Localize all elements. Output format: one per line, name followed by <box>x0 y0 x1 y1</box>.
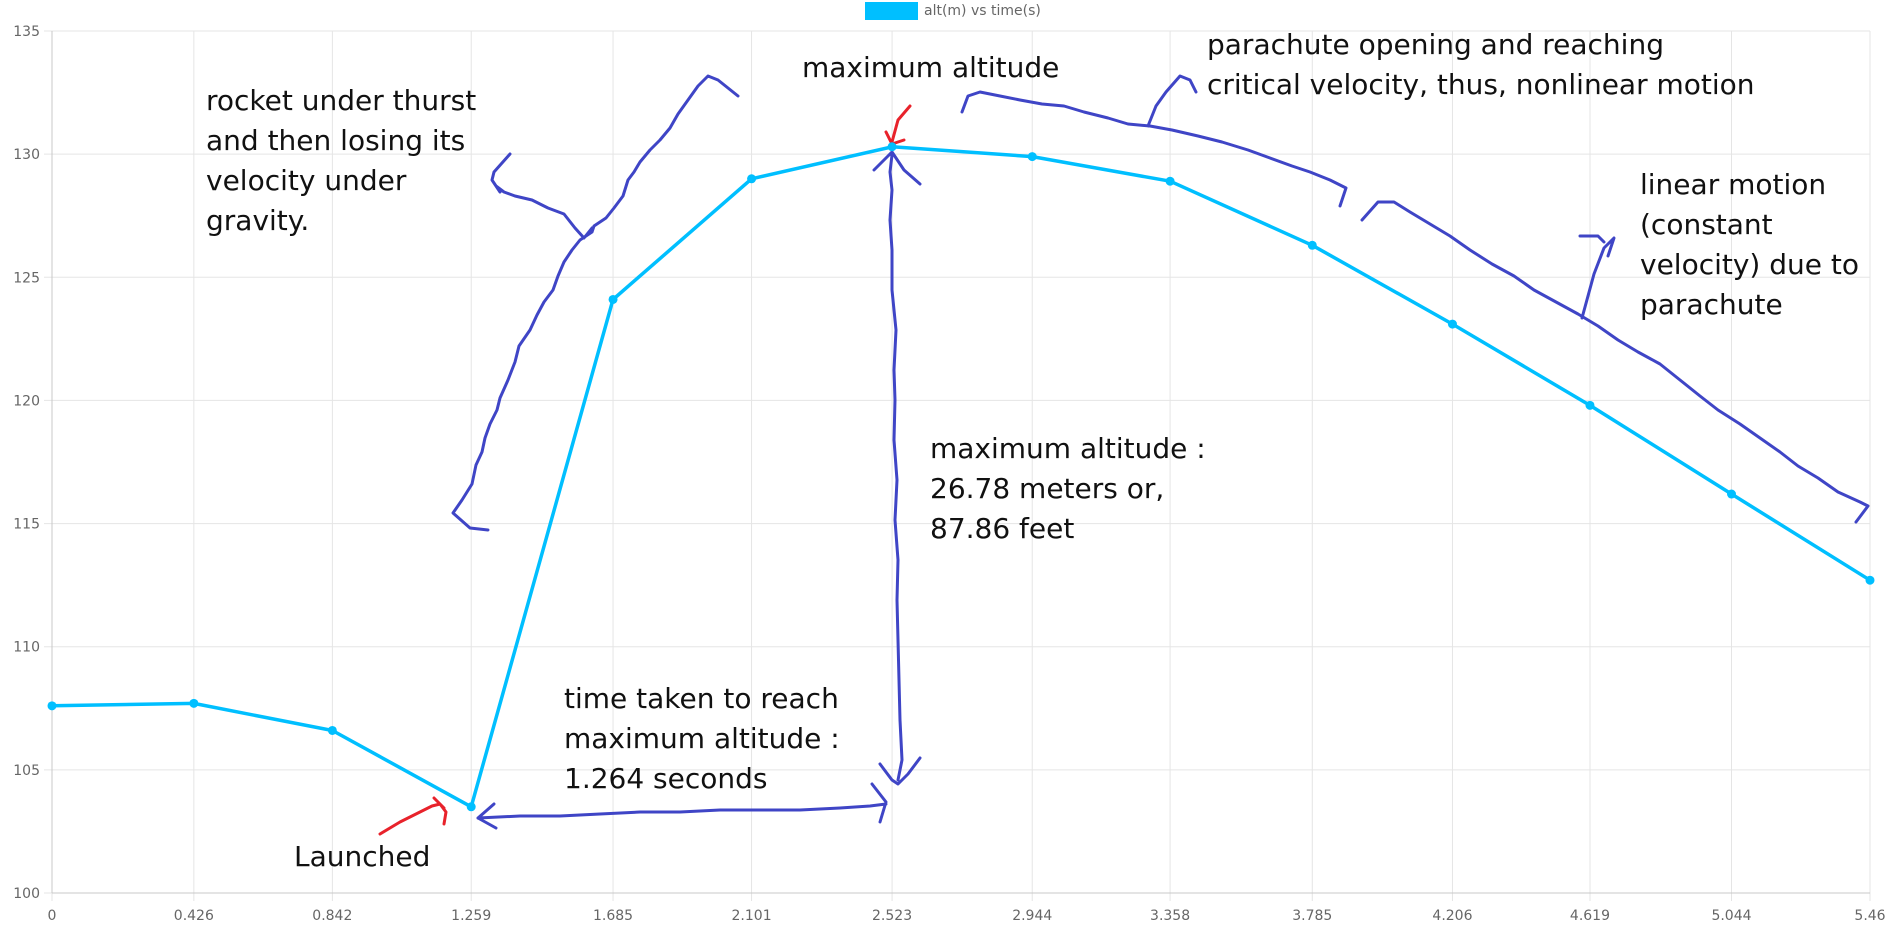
data-point[interactable] <box>327 725 337 735</box>
annotation-linear: linear motion (constant velocity) due to… <box>1640 168 1868 321</box>
annotation-altitude-value-line: 26.78 meters or, <box>930 472 1164 505</box>
x-tick-label: 3.785 <box>1292 908 1332 924</box>
x-tick-label: 2.101 <box>732 908 772 924</box>
annotation-thrust-line: and then losing its <box>206 124 465 157</box>
annotation-linear-line: linear motion <box>1640 168 1826 201</box>
series-points <box>47 142 1875 812</box>
y-tick-label: 110 <box>13 640 40 656</box>
annotation-parachute-line: critical velocity, thus, nonlinear motio… <box>1207 68 1755 101</box>
series <box>51 145 1871 809</box>
annotation-time-line: maximum altitude : <box>564 722 840 755</box>
time-horizontal-arrow <box>476 782 888 830</box>
x-tick-label: 1.685 <box>593 908 633 924</box>
annotation-parachute-line: parachute opening and reaching <box>1207 28 1664 61</box>
annotation-linear-line: parachute <box>1640 288 1783 321</box>
annotation-linear-line: velocity) due to <box>1640 248 1859 281</box>
y-tick-label: 105 <box>13 763 40 779</box>
data-point[interactable] <box>189 698 199 708</box>
x-tick-label: 2.944 <box>1012 908 1052 924</box>
annotation-max-altitude: maximum altitude <box>802 51 1059 84</box>
annotation-thrust-line: velocity under <box>206 164 407 197</box>
max-altitude-red-arrow <box>884 104 912 146</box>
x-tick-label: 1.259 <box>451 908 491 924</box>
linear-bracket <box>1360 200 1870 524</box>
data-point[interactable] <box>466 802 476 812</box>
x-tick-label: 5.46 <box>1854 908 1885 924</box>
annotation-time-line: time taken to reach <box>564 682 839 715</box>
annotation-time-to-max: time taken to reach maximum altitude : 1… <box>564 682 849 795</box>
data-point[interactable] <box>1585 400 1595 410</box>
axes: 100 105 110 115 120 125 130 135 0 0.426 0.842 1.259… <box>13 24 1885 924</box>
annotation-launched: Launched <box>294 840 430 873</box>
annotations: rocket under thurst and then losing its … <box>206 28 1868 873</box>
thrust-bracket <box>451 74 740 532</box>
annotation-thrust: rocket under thurst and then losing its … <box>206 84 485 237</box>
max-altitude-vertical-arrow <box>872 150 922 786</box>
legend-swatch <box>865 2 918 20</box>
annotation-linear-line: (constant <box>1640 208 1773 241</box>
thrust-pointer <box>490 152 594 240</box>
annotation-time-line: 1.264 seconds <box>564 762 768 795</box>
x-tick-label: 0.426 <box>174 908 214 924</box>
x-tick-label: 4.619 <box>1570 908 1610 924</box>
annotation-altitude-value-line: 87.86 feet <box>930 512 1074 545</box>
series-line <box>51 145 1871 809</box>
x-tick-label: 0.842 <box>312 908 352 924</box>
x-tick-label: 4.206 <box>1432 908 1472 924</box>
y-tick-label: 135 <box>13 24 40 40</box>
annotation-thrust-line: gravity. <box>206 204 309 237</box>
data-point[interactable] <box>887 142 897 152</box>
parachute-bracket <box>960 74 1348 208</box>
ink-annotations <box>378 74 1870 836</box>
legend-label: alt(m) vs time(s) <box>924 3 1041 19</box>
y-tick-label: 120 <box>13 393 40 409</box>
x-tick-label: 5.044 <box>1711 908 1751 924</box>
annotation-altitude-value: maximum altitude : 26.78 meters or, 87.8… <box>930 432 1215 545</box>
data-point[interactable] <box>1307 240 1317 250</box>
data-point[interactable] <box>608 294 618 304</box>
data-point[interactable] <box>1447 319 1457 329</box>
y-tick-label: 130 <box>13 147 40 163</box>
data-point[interactable] <box>747 174 757 184</box>
launched-red-arrow <box>378 796 448 836</box>
annotation-parachute: parachute opening and reaching critical … <box>1207 28 1755 101</box>
data-point[interactable] <box>47 701 57 711</box>
y-tick-label: 115 <box>13 517 40 533</box>
y-tick-label: 125 <box>13 270 40 286</box>
annotation-altitude-value-line: maximum altitude : <box>930 432 1206 465</box>
grid <box>44 30 1871 901</box>
data-point[interactable] <box>1027 152 1037 162</box>
annotation-thrust-line: rocket under thurst <box>206 84 476 117</box>
x-tick-label: 3.358 <box>1150 908 1190 924</box>
x-tick-label: 0 <box>48 908 57 924</box>
y-tick-label: 100 <box>13 886 40 902</box>
data-point[interactable] <box>1165 176 1175 186</box>
x-tick-label: 2.523 <box>872 908 912 924</box>
data-point[interactable] <box>1865 575 1875 585</box>
data-point[interactable] <box>1726 489 1736 499</box>
legend[interactable]: alt(m) vs time(s) <box>865 2 1041 20</box>
